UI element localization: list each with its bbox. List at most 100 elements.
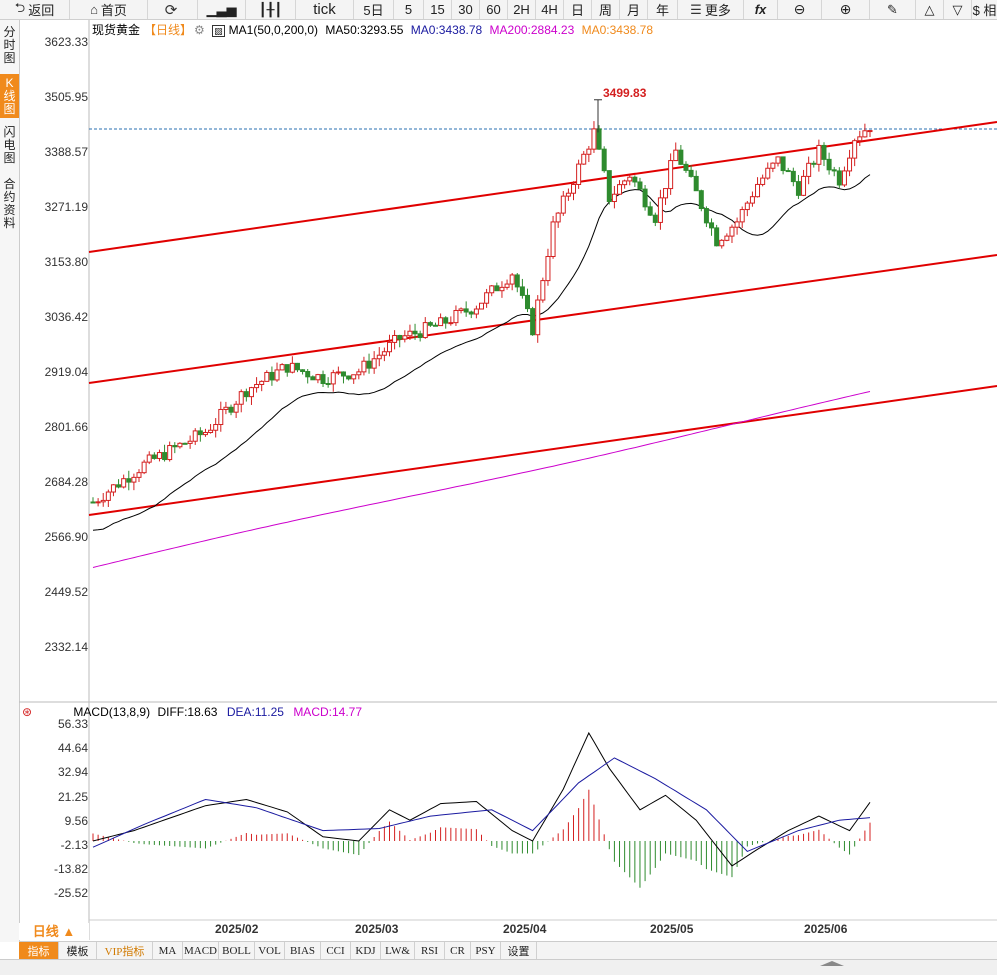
period-month[interactable]: 月 (620, 0, 648, 19)
candle-body (785, 170, 791, 173)
period-15min[interactable]: 15 (424, 0, 452, 19)
candle-body (156, 452, 162, 459)
tab-contract-info[interactable]: 合约资料 (3, 177, 16, 230)
indicator-tab[interactable]: PSY (471, 942, 501, 959)
period-day[interactable]: 日 (564, 0, 592, 19)
tick-button[interactable]: tick (296, 0, 354, 19)
candle-body (652, 214, 658, 223)
candle (811, 160, 817, 168)
period-5min[interactable]: 5 (394, 0, 424, 19)
candle-body (586, 148, 592, 155)
candle-body (105, 491, 111, 501)
candle-body (821, 144, 827, 160)
candle (847, 149, 853, 177)
candle (443, 316, 449, 329)
indicator-tab[interactable]: LW& (381, 942, 415, 959)
macd-diff-line (92, 731, 871, 867)
chart-type-button[interactable]: ▁▃▅ (198, 0, 246, 19)
candle (192, 428, 198, 445)
candle (668, 153, 674, 195)
indicator-tab[interactable]: CR (445, 942, 471, 959)
candle (320, 370, 326, 388)
period-4h[interactable]: 4H (536, 0, 564, 19)
indicator-tab[interactable]: KDJ (351, 942, 381, 959)
triangle-down-icon: ▽ (952, 1, 963, 17)
triangle-down-button[interactable]: ▽ (944, 0, 972, 19)
candle-body (581, 153, 587, 165)
triangle-up-button[interactable]: △ (916, 0, 944, 19)
indicator-tab[interactable]: 模板 (59, 942, 97, 959)
refresh-icon: ⟳ (164, 1, 178, 19)
triangle-up-icon: △ (924, 1, 935, 17)
candle-body (576, 163, 582, 185)
zoom-in-button[interactable]: ⊕ (822, 0, 870, 19)
candle-body (279, 364, 285, 371)
candle (724, 233, 730, 242)
candle (688, 165, 694, 178)
indicator-tab[interactable]: RSI (415, 942, 445, 959)
period-30min[interactable]: 30 (452, 0, 480, 19)
candle-body (397, 334, 403, 340)
candle-body (248, 387, 254, 398)
indicator-tab[interactable]: BOLL (219, 942, 255, 959)
period-60min[interactable]: 60 (480, 0, 508, 19)
indicator-tab[interactable]: MACD (183, 942, 219, 959)
candle (386, 334, 392, 357)
period-2h[interactable]: 2H (508, 0, 536, 19)
candle-body (146, 454, 152, 463)
tab-lightning[interactable]: 闪电图 (3, 125, 16, 165)
period-week[interactable]: 周 (592, 0, 620, 19)
tab-timeshare[interactable]: 分时图 (3, 25, 16, 65)
settings-gear-icon[interactable]: ⚙ (194, 23, 205, 37)
draw-button[interactable]: ✎ (870, 0, 916, 19)
candle (310, 375, 316, 381)
back-button[interactable]: ⮌ 返回 (0, 0, 70, 19)
candle-body (330, 372, 336, 385)
candle-body (356, 371, 362, 376)
indicator-tab[interactable]: 设置 (501, 942, 537, 959)
candle (571, 181, 577, 201)
more-button[interactable]: ☰ 更多 (678, 0, 744, 19)
candle (831, 166, 837, 177)
indicator-tab[interactable]: VOL (255, 942, 285, 959)
candle (351, 374, 357, 384)
candle-body (346, 375, 352, 380)
candle-body (489, 285, 495, 294)
candle-body (760, 177, 766, 185)
zoom-out-icon: ⊖ (793, 1, 806, 17)
candle-body (228, 406, 234, 413)
formula-button[interactable]: fx (744, 0, 778, 19)
candle (642, 185, 648, 211)
candle (770, 162, 776, 173)
zoom-out-button[interactable]: ⊖ (778, 0, 822, 19)
candle-body (795, 181, 801, 196)
currency-button[interactable]: $ 相 (972, 3, 997, 18)
candle (627, 175, 633, 186)
home-button[interactable]: ⌂ 首页 (70, 0, 148, 19)
candle (596, 125, 602, 150)
candle (402, 330, 408, 343)
period-year[interactable]: 年 (648, 0, 678, 19)
indicator-tab[interactable]: BIAS (285, 942, 321, 959)
indicator-tab[interactable]: VIP指标 (97, 942, 153, 959)
candle-body (238, 391, 244, 405)
scroll-handle[interactable] (820, 961, 844, 966)
indicator-tab[interactable]: 指标 (19, 942, 59, 959)
candle (795, 174, 801, 199)
candle (300, 369, 306, 375)
refresh-button[interactable]: ⟳ (148, 0, 198, 19)
candle (305, 369, 311, 384)
period-5day[interactable]: 5日 (354, 0, 394, 19)
period-selector[interactable]: 日线 ▲ (19, 923, 89, 940)
candle-body (300, 369, 306, 373)
indicator-tab[interactable]: CCI (321, 942, 351, 959)
candle (131, 473, 137, 491)
indicator-icon[interactable]: ▨ (212, 25, 225, 37)
macd-target-icon[interactable]: ⊛ (22, 705, 33, 719)
candle-body (841, 170, 847, 186)
candle-body (443, 317, 449, 324)
candle-type-button[interactable]: ┃╂┃ (246, 0, 296, 19)
indicator-tab[interactable]: MA (153, 942, 183, 959)
